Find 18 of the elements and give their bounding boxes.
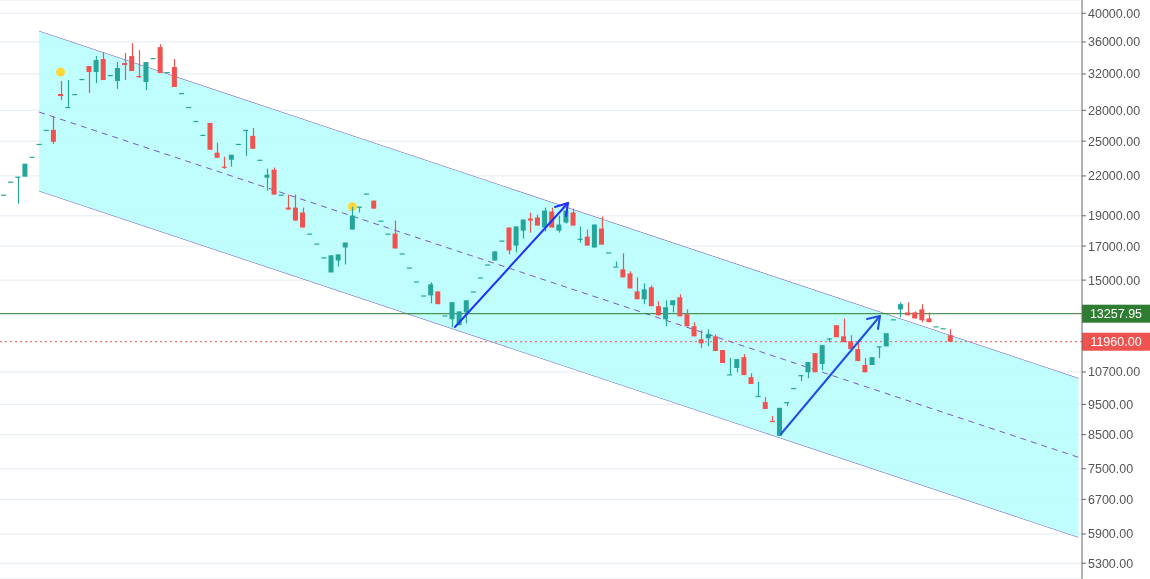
y-tick-label: 40000.00 <box>1088 6 1141 21</box>
y-tick-label: 28000.00 <box>1088 103 1141 118</box>
y-tick-label: 32000.00 <box>1088 67 1141 82</box>
y-tick-label: 25000.00 <box>1088 134 1141 149</box>
y-tick-label: 7500.00 <box>1088 462 1134 477</box>
ref-line-label: 11960.00 <box>1090 335 1142 350</box>
y-tick-label: 19000.00 <box>1088 209 1141 224</box>
y-tick-label: 17000.00 <box>1088 239 1141 254</box>
y-tick-label: 6700.00 <box>1088 492 1134 507</box>
y-tick-label: 36000.00 <box>1088 35 1141 50</box>
y-tick-label: 10700.00 <box>1088 365 1141 380</box>
y-tick-label: 5300.00 <box>1088 556 1134 571</box>
y-tick-label: 22000.00 <box>1088 169 1141 184</box>
y-tick-label: 8500.00 <box>1088 428 1134 443</box>
y-tick-label: 15000.00 <box>1088 273 1141 288</box>
y-tick-label: 9500.00 <box>1088 397 1134 412</box>
ref-line-label: 13257.95 <box>1089 307 1143 322</box>
y-tick-label: 5900.00 <box>1088 527 1134 542</box>
